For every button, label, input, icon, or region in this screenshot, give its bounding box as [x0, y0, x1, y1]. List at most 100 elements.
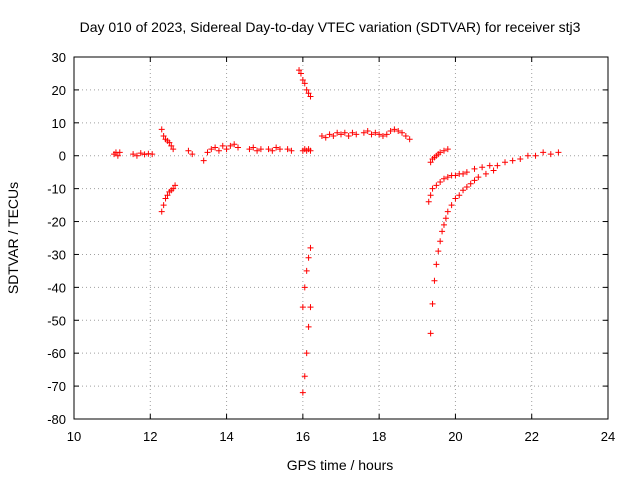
- y-tick-label: -60: [47, 346, 66, 361]
- data-point: [276, 146, 283, 153]
- data-point: [204, 149, 211, 156]
- data-point: [215, 147, 222, 154]
- data-point: [482, 170, 489, 177]
- data-point: [208, 146, 215, 153]
- data-point: [437, 238, 444, 245]
- data-point: [372, 129, 379, 136]
- data-point: [307, 93, 314, 100]
- data-point: [284, 146, 291, 153]
- data-point: [395, 128, 402, 135]
- data-point: [360, 129, 367, 136]
- data-point: [440, 221, 447, 228]
- y-tick-label: -40: [47, 280, 66, 295]
- chart-title: Day 010 of 2023, Sidereal Day-to-day VTE…: [80, 19, 581, 35]
- series-seg10: [299, 304, 314, 396]
- data-point: [471, 177, 478, 184]
- data-point: [223, 146, 230, 153]
- data-point: [334, 129, 341, 136]
- data-point: [227, 142, 234, 149]
- data-point: [170, 185, 177, 192]
- data-point: [456, 192, 463, 199]
- x-tick-label: 16: [296, 429, 310, 444]
- data-point: [524, 152, 531, 159]
- data-point: [437, 179, 444, 186]
- data-point: [168, 142, 175, 149]
- series-seg8: [299, 146, 314, 154]
- series-seg1: [111, 149, 123, 159]
- y-tick-label: 30: [52, 50, 66, 65]
- data-point: [431, 277, 438, 284]
- y-axis-label: SDTVAR / TECUs: [5, 182, 21, 294]
- series-seg15: [427, 167, 497, 337]
- data-point: [269, 147, 276, 154]
- data-point: [345, 132, 352, 139]
- series-seg14: [425, 169, 470, 205]
- x-tick-label: 20: [448, 429, 462, 444]
- plot-frame: [73, 56, 609, 420]
- data-point: [547, 151, 554, 158]
- data-point: [463, 169, 470, 176]
- data-point: [383, 131, 390, 138]
- data-point: [299, 77, 306, 84]
- data-point: [219, 142, 226, 149]
- data-point: [231, 141, 238, 148]
- data-point: [141, 151, 148, 158]
- data-point: [307, 304, 314, 311]
- data-point: [427, 159, 434, 166]
- data-point: [299, 304, 306, 311]
- series-seg7: [296, 67, 314, 100]
- data-point: [307, 147, 314, 154]
- data-point: [452, 195, 459, 202]
- data-point: [338, 131, 344, 138]
- series-seg5: [185, 141, 242, 164]
- y-tick-label: 10: [52, 116, 66, 131]
- data-point: [364, 128, 371, 135]
- data-point: [440, 175, 447, 182]
- data-point: [250, 144, 257, 151]
- data-point: [273, 144, 280, 151]
- data-point: [307, 244, 314, 251]
- data-point: [448, 202, 455, 209]
- data-point: [172, 182, 179, 189]
- data-point: [303, 86, 310, 93]
- x-tick-label: 14: [219, 429, 233, 444]
- data-point: [486, 162, 493, 169]
- data-point: [368, 131, 375, 138]
- data-point: [376, 131, 383, 138]
- y-tick-label: 0: [59, 149, 66, 164]
- data-point: [254, 147, 261, 154]
- series-seg16: [471, 149, 562, 172]
- data-point: [297, 70, 304, 77]
- data-point: [322, 134, 329, 141]
- data-point: [212, 144, 219, 151]
- data-point: [149, 151, 156, 158]
- data-point: [429, 185, 436, 192]
- y-tick-label: -30: [47, 247, 66, 262]
- data-point: [349, 129, 356, 136]
- data-point: [463, 183, 470, 190]
- data-point: [288, 147, 295, 154]
- x-tick-label: 12: [143, 429, 157, 444]
- data-point: [444, 208, 451, 215]
- x-tick-label: 18: [372, 429, 386, 444]
- data-point: [200, 157, 207, 164]
- series-seg12: [360, 126, 413, 143]
- y-tick-label: -50: [47, 313, 66, 328]
- data-point: [460, 187, 467, 194]
- data-point: [427, 192, 434, 199]
- data-point: [433, 182, 440, 189]
- series-seg4: [158, 182, 179, 215]
- data-point: [158, 208, 165, 215]
- data-point: [406, 136, 413, 143]
- data-point: [303, 350, 310, 357]
- data-point: [475, 174, 482, 181]
- data-point: [460, 170, 467, 177]
- data-point: [246, 146, 253, 153]
- data-point: [444, 146, 451, 153]
- data-point: [435, 248, 442, 255]
- series-seg6: [246, 144, 295, 154]
- data-point: [330, 132, 337, 139]
- data-point: [494, 162, 501, 169]
- data-point: [185, 147, 192, 154]
